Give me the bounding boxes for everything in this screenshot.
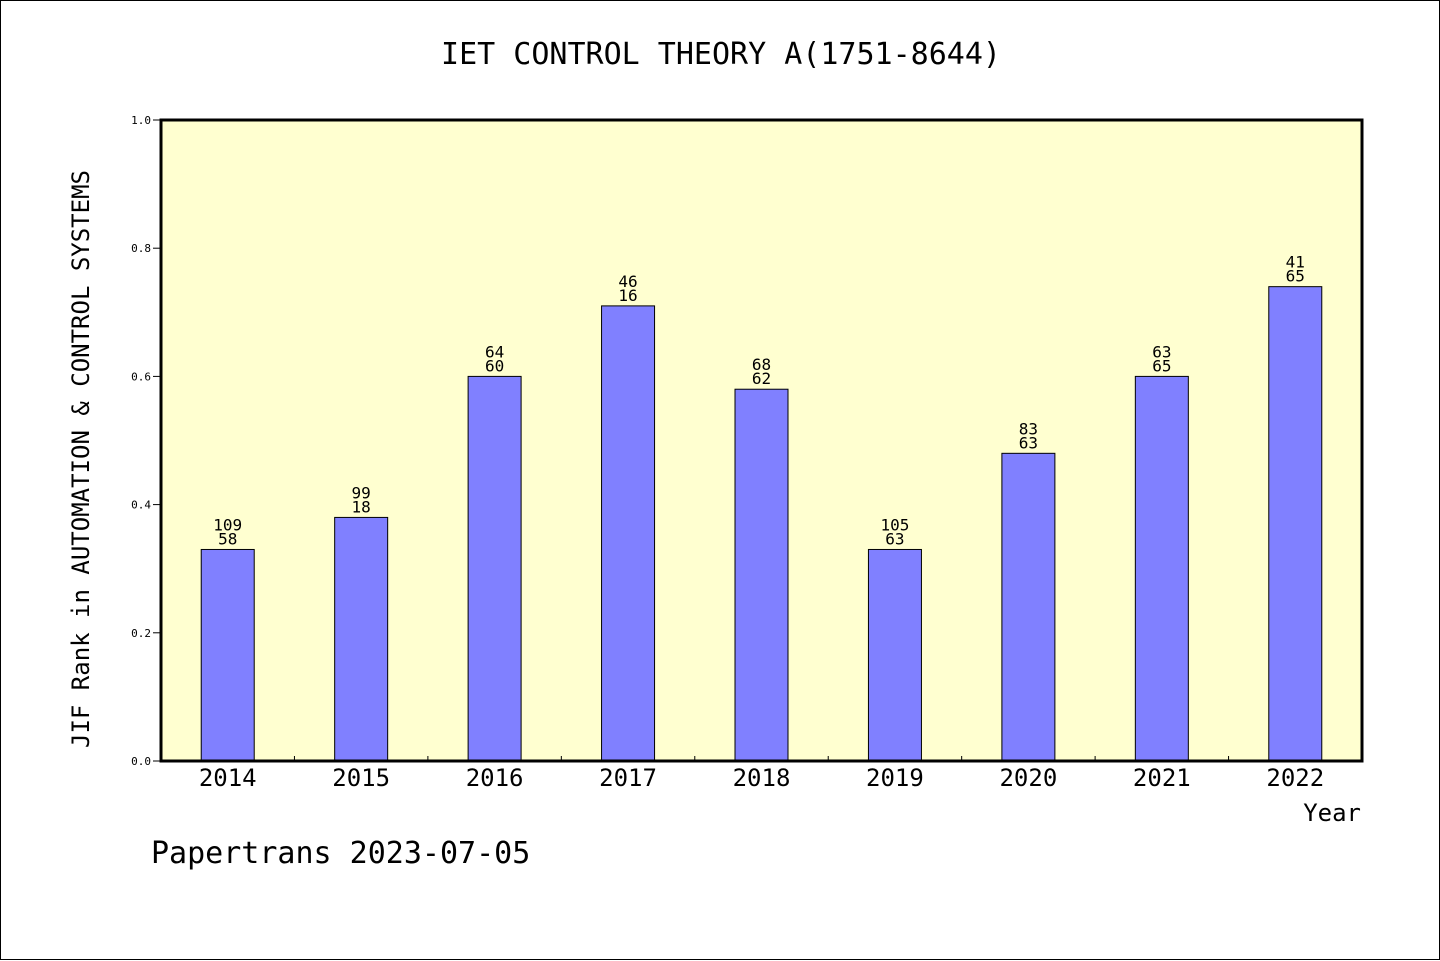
bar-label-top-2020: 83 <box>1019 419 1038 438</box>
footer-text: Papertrans 2023-07-05 <box>151 836 531 871</box>
x-tick-label-2017: 2017 <box>599 764 657 792</box>
y-tick-label-0.6: 0.6 <box>131 370 151 383</box>
x-tick-label-2021: 2021 <box>1133 764 1191 792</box>
x-tick-label-2015: 2015 <box>332 764 390 792</box>
bar-label-top-2018: 68 <box>752 355 771 374</box>
bar-label-top-2019: 105 <box>880 515 909 534</box>
x-axis-label: Year <box>1303 799 1361 827</box>
bar-label-top-2021: 63 <box>1152 342 1171 361</box>
bar-2019 <box>867 548 922 762</box>
x-tick-label-2014: 2014 <box>199 764 257 792</box>
x-tick-label-2020: 2020 <box>999 764 1057 792</box>
bar-label-top-2017: 46 <box>618 272 637 291</box>
bar-label-bottom-2016: 60 <box>485 356 504 375</box>
bar-2018 <box>734 388 789 762</box>
x-tick-label-2022: 2022 <box>1266 764 1324 792</box>
y-tick-label-0.0: 0.0 <box>131 755 151 768</box>
bar-label-top-2022: 41 <box>1286 253 1305 272</box>
y-tick-label-0.8: 0.8 <box>131 242 151 255</box>
bar-2020 <box>1001 452 1056 762</box>
bar-label-bottom-2015: 18 <box>352 497 371 516</box>
x-tick-label-2016: 2016 <box>466 764 524 792</box>
bar-label-bottom-2021: 65 <box>1152 356 1171 375</box>
bar-label-top-2015: 99 <box>352 483 371 502</box>
bar-2016 <box>467 375 522 762</box>
bar-2022 <box>1268 286 1323 762</box>
plot-border <box>159 118 1364 763</box>
bar-label-bottom-2018: 62 <box>752 369 771 388</box>
y-tick-label-0.2: 0.2 <box>131 627 151 640</box>
y-tick-label-0.4: 0.4 <box>131 499 151 512</box>
bar-2021 <box>1134 375 1189 762</box>
bar-2017 <box>601 305 656 762</box>
bar-2015 <box>334 516 389 762</box>
bar-label-bottom-2019: 63 <box>885 529 904 548</box>
bar-2014 <box>200 548 255 762</box>
bar-label-bottom-2014: 58 <box>218 529 237 548</box>
bar-label-bottom-2022: 65 <box>1286 267 1305 286</box>
bar-label-bottom-2020: 63 <box>1019 433 1038 452</box>
bar-label-bottom-2017: 16 <box>618 286 637 305</box>
bar-label-top-2014: 109 <box>213 515 242 534</box>
x-tick-label-2018: 2018 <box>733 764 791 792</box>
bar-label-top-2016: 64 <box>485 342 504 361</box>
y-tick-label-1.0: 1.0 <box>131 114 151 127</box>
chart-title: IET CONTROL THEORY A(1751-8644) <box>441 37 1001 72</box>
x-tick-label-2019: 2019 <box>866 764 924 792</box>
